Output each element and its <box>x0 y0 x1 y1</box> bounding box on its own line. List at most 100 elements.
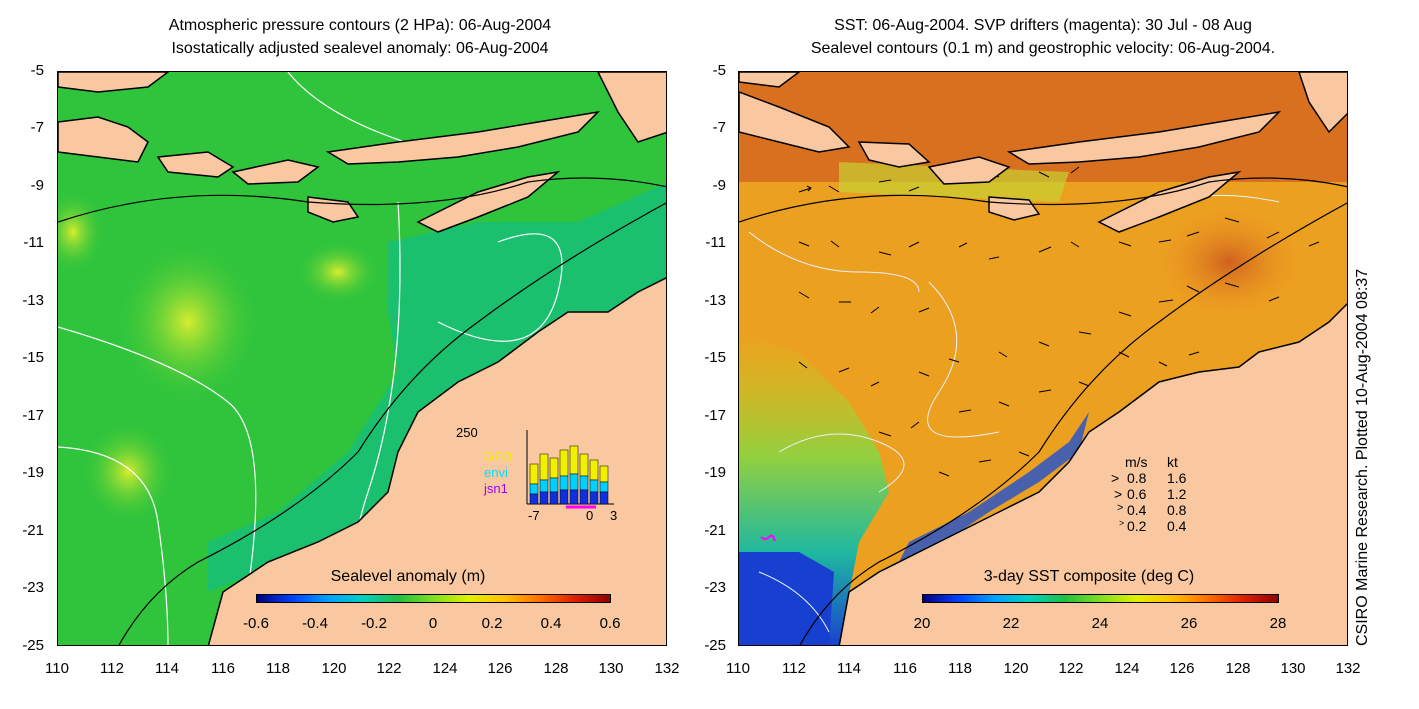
left-xtick: 124 <box>432 660 458 677</box>
island-sumbawa <box>927 156 1011 185</box>
sealevel-colorbar-tick: 0.4 <box>540 615 562 632</box>
island-java <box>58 116 149 163</box>
sealevel-contour <box>748 231 920 293</box>
sst-colorbar-tick: 20 <box>913 615 931 632</box>
island-flores-chain <box>325 110 601 165</box>
histogram-bar <box>529 463 539 505</box>
right-xtick: 116 <box>893 660 917 677</box>
right-ytick: -9 <box>712 177 726 194</box>
sealevel-colorbar-tick: -0.4 <box>302 615 328 632</box>
australia-landmass <box>838 302 1347 645</box>
inset-xtick: 0 <box>586 508 594 523</box>
velocity-legend-ms: 0.8 <box>1127 470 1147 486</box>
histogram-bar <box>599 465 609 505</box>
sst-field <box>739 72 1347 645</box>
right-ytick: -5 <box>712 62 726 79</box>
right-xtick: 110 <box>726 660 750 677</box>
right-title-line1: SST: 06-Aug-2004. SVP drifters (magenta)… <box>834 17 1252 34</box>
island-sumbawa <box>231 159 320 185</box>
pressure-contour <box>58 326 257 645</box>
left-xtick: 112 <box>100 660 124 677</box>
pass-count-histogram <box>526 430 614 509</box>
positive-anomaly <box>118 242 258 402</box>
histogram-bar <box>589 459 599 505</box>
left-ytick: -25 <box>22 637 44 654</box>
left-title-line1: Atmospheric pressure contours (2 HPa): 0… <box>168 17 552 34</box>
velocity-legend-kt: 0.8 <box>1167 502 1187 518</box>
velocity-legend-ms: 0.4 <box>1127 502 1147 518</box>
sst-colorbar-tick: 26 <box>1180 615 1198 632</box>
histogram-bar <box>579 453 589 505</box>
right-xtick: 126 <box>1169 660 1195 677</box>
left-xtick: 130 <box>598 660 624 677</box>
sealevel-colorbar-tick: 0.2 <box>481 615 503 632</box>
velocity-legend-kt: 0.4 <box>1167 518 1187 534</box>
right-ytick: -15 <box>704 349 726 366</box>
left-xtick: 118 <box>266 660 290 677</box>
right-xtick: 120 <box>1003 660 1029 677</box>
sealevel-anomaly-map[interactable]: Sealevel anomaly (m) -0.6 -0.4 -0.2 0 0.… <box>57 71 667 646</box>
island-north <box>1298 72 1347 134</box>
histogram-bar <box>559 449 569 505</box>
right-ytick: -17 <box>704 407 726 424</box>
left-ytick: -21 <box>22 522 44 539</box>
velocity-legend-header-ms: m/s <box>1125 454 1148 470</box>
velocity-legend-kt: 1.2 <box>1167 486 1187 502</box>
isobath-line <box>58 177 666 223</box>
australia-landmass <box>207 277 666 645</box>
island-java <box>739 91 851 153</box>
left-ytick: -15 <box>22 349 44 366</box>
histogram-bar <box>549 457 559 505</box>
left-ytick: -19 <box>22 464 44 481</box>
sealevel-anomaly-field <box>58 72 666 645</box>
inset-xtick: 3 <box>610 508 618 523</box>
cold-southwest-water <box>739 552 834 645</box>
right-xtick: 128 <box>1225 660 1251 677</box>
left-title-line2: Isostatically adjusted sealevel anomaly:… <box>171 40 549 57</box>
pressure-contour <box>437 233 563 342</box>
pressure-contour <box>58 446 169 645</box>
inset-xtick: -7 <box>528 508 540 523</box>
velocity-legend-arrow: > <box>1119 518 1125 528</box>
histogram-bar <box>539 453 549 505</box>
left-ytick: -7 <box>30 119 44 136</box>
histogram-bar <box>569 445 579 505</box>
inset-legend-envi: envi <box>484 465 508 480</box>
inset-legend-jsn1: jsn1 <box>484 481 508 496</box>
sst-colorbar-label: 3-day SST composite (deg C) <box>983 568 1195 585</box>
right-xtick: 118 <box>948 660 972 677</box>
velocity-legend-arrow: > <box>1114 486 1123 502</box>
right-ytick: -19 <box>704 464 726 481</box>
left-ytick: -17 <box>22 407 44 424</box>
isobath-line <box>118 202 666 645</box>
right-xtick: 130 <box>1280 660 1306 677</box>
left-ytick: -23 <box>22 579 44 596</box>
velocity-legend-ms: 0.2 <box>1127 518 1147 534</box>
right-ytick: -23 <box>704 579 726 596</box>
geostrophic-velocity-arrows <box>798 166 1320 477</box>
island-north <box>597 72 666 143</box>
island-timor <box>1097 170 1242 233</box>
island-borneo-edge <box>739 72 801 88</box>
cold-coastal-water <box>889 412 1089 582</box>
sst-map[interactable]: m/s kt > 0.8 1.6 > 0.6 1.2 > 0.4 0.8 > 0… <box>738 71 1348 646</box>
sealevel-colorbar-tick: 0 <box>428 615 438 632</box>
right-xtick: 112 <box>782 660 806 677</box>
right-ytick: -25 <box>704 637 726 654</box>
sealevel-colorbar-tick: -0.6 <box>243 615 269 632</box>
island-timor <box>416 170 561 233</box>
sealevel-colorbar-tick: 0.6 <box>599 615 621 632</box>
left-xtick: 114 <box>155 660 179 677</box>
positive-anomaly <box>298 242 378 302</box>
left-xtick: 120 <box>321 660 347 677</box>
sst-colorbar-tick: 22 <box>1002 615 1020 632</box>
left-xtick: 128 <box>543 660 569 677</box>
island-bali-lombok <box>156 151 235 178</box>
sst-colorbar-tick: 28 <box>1269 615 1287 632</box>
sealevel-contour <box>927 281 1000 438</box>
sealevel-contour <box>778 433 905 493</box>
velocity-legend-arrow: > <box>1111 470 1120 486</box>
credit-text: CSIRO Marine Research. Plotted 10-Aug-20… <box>1354 268 1371 646</box>
left-xtick: 110 <box>45 660 69 677</box>
left-ytick: -9 <box>30 177 44 194</box>
